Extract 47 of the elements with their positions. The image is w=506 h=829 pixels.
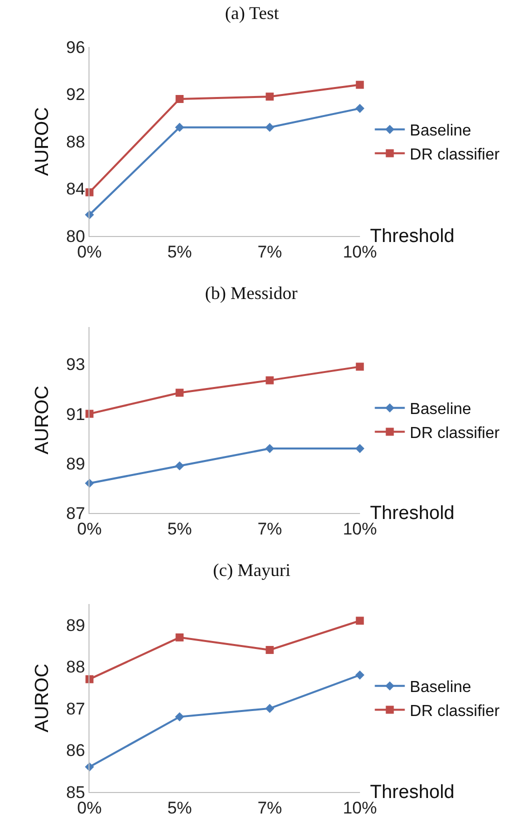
point [355, 104, 364, 113]
chart-title: (c) Mayuri [213, 560, 290, 580]
point [266, 646, 274, 654]
legend-label: DR classifier [410, 146, 500, 164]
point [356, 362, 364, 371]
y-tick-label: 93 [66, 355, 86, 374]
point [176, 633, 184, 642]
point [176, 94, 184, 103]
legend-label: Baseline [410, 679, 472, 696]
point [266, 92, 274, 101]
y-tick-label: 84 [66, 180, 86, 199]
y-tick-label: 89 [66, 454, 86, 474]
y-tick-label: 92 [66, 85, 86, 104]
y-tick-label: 89 [66, 616, 86, 635]
x-tick-label: 5% [167, 798, 192, 818]
x-tick-label: 7% [257, 242, 282, 262]
y-tick-label: 86 [66, 741, 86, 760]
point [175, 712, 184, 722]
point [355, 670, 364, 680]
legend-label: Baseline [410, 122, 472, 140]
point [265, 704, 274, 713]
point [355, 444, 364, 454]
y-tick-label: 91 [66, 404, 86, 424]
legend-label: Baseline [410, 401, 472, 418]
point [265, 444, 274, 454]
point [175, 461, 184, 470]
x-tick-label: 5% [167, 519, 192, 538]
legend-label: DR classifier [410, 424, 500, 442]
x-tick-label: 7% [257, 798, 282, 818]
chart-title: (b) Messidor [205, 283, 298, 303]
y-tick-label: 88 [66, 658, 86, 677]
y-axis-title: AUROC [32, 386, 53, 454]
point [356, 616, 364, 625]
point [356, 80, 364, 89]
chart-title: (a) Test [225, 3, 279, 23]
x-tick-label: 7% [257, 519, 282, 538]
point [175, 122, 184, 132]
y-axis-title: AUROC [32, 664, 53, 732]
point [176, 388, 184, 397]
point [265, 122, 274, 132]
point [266, 376, 274, 384]
y-tick-label: 88 [66, 132, 86, 152]
x-tick-label: 5% [167, 242, 192, 262]
y-axis-title: AUROC [32, 107, 53, 176]
y-tick-label: 96 [66, 38, 86, 57]
y-tick-label: 87 [66, 699, 86, 718]
legend-label: DR classifier [410, 702, 500, 720]
